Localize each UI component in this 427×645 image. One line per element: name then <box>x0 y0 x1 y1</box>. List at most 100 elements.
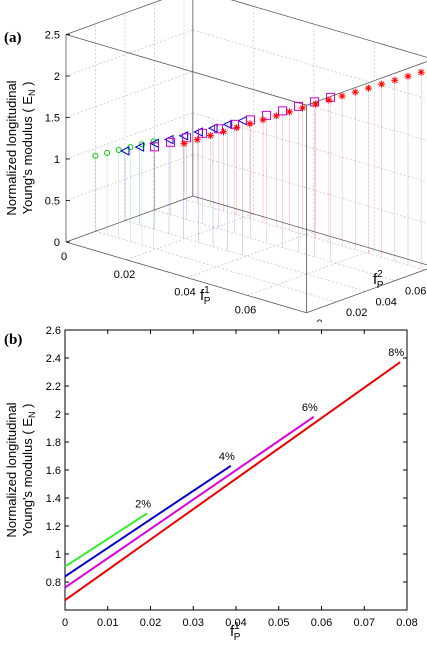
b-y-tick-label: 1.6 <box>46 465 61 477</box>
a-grid-floor-y <box>124 220 366 292</box>
b-y-tick-label: 2.6 <box>46 325 61 337</box>
a-marker-square <box>150 142 159 152</box>
b-x-tick-label: 0.01 <box>97 617 118 629</box>
b-y-tick-label: 1.2 <box>46 521 61 533</box>
a-marker-star <box>246 120 254 128</box>
b-x-tick-label: 0 <box>62 617 68 629</box>
b-x-tick-label: 0.03 <box>183 617 204 629</box>
a-marker-star <box>193 136 201 144</box>
a-grid-floor-y <box>154 209 396 282</box>
chart-line: 0 0.01 0.02 0.03 0.04 0.05 0.06 0.07 0.08 0.8 1 1.2… <box>4 325 418 643</box>
a-grid-left-z <box>65 71 193 118</box>
a-z-tick-label: 0 <box>54 237 60 249</box>
a-y-tick-label: 0.06 <box>405 286 426 298</box>
a-z-tick-label: 1 <box>54 154 60 166</box>
a-grid-left-z <box>65 112 193 160</box>
a-xlabel: f1 P <box>200 285 211 307</box>
a-marker-star <box>206 132 214 140</box>
a-marker-square <box>182 133 192 143</box>
a-box-edge <box>65 195 193 243</box>
a-box-edge <box>306 61 427 106</box>
a-marker-circle <box>92 152 99 159</box>
a-ylabel-line1: Normalized longitudinal <box>4 80 19 215</box>
b-ylabel-line2: Young's modulus ( EN ) <box>20 404 37 537</box>
a-z-tick-label: 1.5 <box>45 113 60 125</box>
b-x-tick-label: 0.04 <box>225 617 246 629</box>
a-marker-star <box>351 88 359 96</box>
a-marker-star <box>312 100 320 108</box>
a-marker-star <box>233 124 241 132</box>
panel-b-label: (b) <box>4 332 23 348</box>
a-x2label: f2 P <box>373 269 384 291</box>
a-grid-left-z <box>65 29 193 77</box>
b-x-tick-label: 0.02 <box>140 617 161 629</box>
b-series-line <box>64 361 401 602</box>
a-x-tick-label: 0.02 <box>114 269 135 281</box>
panel-a: (a) 00.511.522.500.020.040.060.0800.020.… <box>0 0 427 322</box>
a-marker-star <box>338 92 346 100</box>
a-marker-circle <box>150 138 157 145</box>
a-grid-floor-x <box>247 249 375 296</box>
a-marker-triangle <box>222 119 233 130</box>
a-grid-floor-x <box>186 231 314 278</box>
a-grid-back-z <box>192 154 427 224</box>
a-marker-square <box>278 106 288 116</box>
chart-3d-scatter: 00.511.522.500.020.040.060.0800.020.040.… <box>4 0 427 322</box>
b-y-tick-label: 1.8 <box>46 437 61 449</box>
b-y-tick-label: 2 <box>55 409 61 421</box>
a-marker-triangle <box>207 123 218 134</box>
a-y-tick-label: 0.02 <box>346 307 367 319</box>
a-z-tick-label: 0.5 <box>45 196 60 208</box>
a-marker-star <box>404 72 412 80</box>
b-x-tick-label: 0.07 <box>354 617 375 629</box>
a-x-tick-label: 0 <box>61 251 67 263</box>
panel-b: (b) 0 0.01 0.02 0.03 0.04 0.05 0.06 0.07 0.08 0.8… <box>0 322 427 645</box>
a-z-tick-label: 2.5 <box>45 30 60 42</box>
a-marker-star <box>220 128 228 136</box>
a-marker-star <box>391 76 399 84</box>
b-series-label: 8% <box>388 347 404 359</box>
b-y-tick-label: 2.2 <box>46 381 61 393</box>
b-x-tick-label: 0.05 <box>268 617 289 629</box>
a-marker-star <box>285 108 293 116</box>
b-y-tick-label: 2.4 <box>46 353 61 365</box>
a-marker-triangle <box>134 142 145 152</box>
b-x-tick-label: 0.06 <box>311 617 332 629</box>
b-y-tick-label: 1 <box>55 549 61 561</box>
b-xlabel: f1 P <box>230 621 241 643</box>
a-marker-star <box>378 80 386 88</box>
b-series-line <box>64 512 148 568</box>
a-grid-floor-y <box>183 198 425 271</box>
a-box-edge <box>65 241 307 314</box>
a-marker-star <box>417 68 425 76</box>
a-grid-floor-x <box>126 213 254 261</box>
a-grid-left-z <box>65 154 193 201</box>
a-marker-triangle <box>163 134 174 145</box>
b-series-label: 6% <box>302 402 318 414</box>
a-box-edge <box>65 0 163 35</box>
panel-a-label: (a) <box>4 30 22 46</box>
a-marker-square <box>230 119 240 129</box>
a-marker-circle <box>138 141 145 148</box>
a-marker-star <box>259 116 267 124</box>
a-marker-star <box>364 84 372 92</box>
b-series-line <box>64 415 315 589</box>
a-marker-star <box>299 104 307 112</box>
a-box-edge <box>230 0 427 58</box>
a-box-edge <box>65 34 307 106</box>
a-marker-square <box>214 124 224 134</box>
b-y-tick-label: 0.8 <box>46 577 61 589</box>
b-x-tick-label: 0.08 <box>396 617 417 629</box>
a-marker-square <box>198 128 208 138</box>
a-marker-square <box>166 137 176 147</box>
a-x-tick-label: 0.06 <box>235 304 256 316</box>
a-box-edge <box>192 195 427 266</box>
a-marker-triangle <box>119 146 130 156</box>
a-y-tick-label: 0 <box>316 318 322 322</box>
a-ylabel-line2: Young's modulus ( EN ) <box>20 82 37 215</box>
a-box-edge <box>306 268 427 314</box>
a-grid-floor-y <box>95 230 337 303</box>
b-series-line <box>64 464 232 578</box>
a-marker-star <box>180 140 188 148</box>
b-ylabel-line1: Normalized longitudinal <box>4 402 19 537</box>
